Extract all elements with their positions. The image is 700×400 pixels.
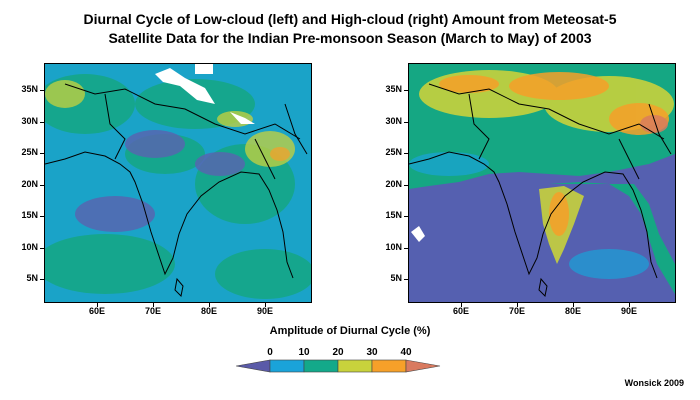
low-cloud-missing-data: [155, 64, 255, 124]
colorbar-tick-label: 30: [366, 347, 378, 358]
colorbar-segment: [337, 359, 373, 373]
low-cloud-lon-tick-mark: [153, 303, 154, 307]
high-cloud-lon-tick-label: 80E: [564, 306, 581, 316]
low-cloud-lat-tick-label: 35N: [21, 84, 38, 94]
colorbar-tick-label: 10: [298, 347, 310, 358]
low-cloud-lat-tick-label: 25N: [21, 147, 38, 157]
high-cloud-lon-tick-mark: [629, 303, 630, 307]
colorbar-segment: [236, 359, 271, 373]
low-cloud-lat-tick-mark: [40, 184, 44, 186]
low-cloud-lat-tick-mark: [40, 153, 44, 154]
low-cloud-lon-tick-mark: [265, 303, 266, 307]
high-cloud-lat-tick-label: 25N: [385, 147, 402, 157]
high-cloud-cyan-areas: [409, 152, 649, 279]
low-cloud-map: [44, 63, 312, 303]
high-cloud-coastlines: [409, 83, 672, 298]
low-cloud-lon-tick-label: 90E: [256, 306, 273, 316]
high-cloud-lat-tick-label: 35N: [385, 84, 402, 94]
low-cloud-lat-tick-label: 30N: [21, 115, 38, 126]
colorbar-segment: [303, 359, 339, 373]
colorbar-label: Amplitude of Diurnal Cycle (%): [269, 325, 431, 337]
high-cloud-lon-tick-mark: [573, 303, 574, 307]
high-cloud-lat-tick-mark: [404, 279, 408, 280]
low-cloud-lat-tick-mark: [40, 216, 44, 217]
low-cloud-green-areas: [45, 74, 311, 299]
high-cloud-lon-tick-label: 70E: [508, 306, 525, 316]
colorbar-segment: [269, 359, 305, 373]
colorbar-tick-label: 40: [400, 347, 412, 358]
title-line-2: Satellite Data for the Indian Pre-monsoo…: [108, 30, 592, 46]
high-cloud-lat-tick-label: 10N: [385, 241, 402, 252]
colorbar-tick-label: 20: [332, 347, 344, 358]
high-cloud-lon-tick-label: 60E: [452, 306, 469, 316]
colorbar-segment: [371, 359, 407, 373]
high-cloud-lat-tick-mark: [404, 153, 408, 154]
high-cloud-lat-tick-mark: [404, 216, 408, 217]
low-cloud-lon-tick-mark: [209, 303, 210, 307]
high-cloud-missing-data: [411, 226, 425, 242]
low-cloud-lat-tick-label: 20N: [21, 178, 38, 189]
low-cloud-lat-tick-mark: [40, 90, 44, 91]
high-cloud-lat-tick-mark: [404, 184, 408, 186]
high-cloud-lat-tick-label: 30N: [385, 115, 402, 126]
low-cloud-lat-tick-mark: [40, 121, 44, 123]
high-cloud-lat-tick-label: 20N: [385, 178, 402, 189]
high-cloud-lon-tick-label: 90E: [620, 306, 637, 316]
low-cloud-lon-tick-label: 80E: [200, 306, 217, 316]
high-cloud-lat-tick-label: 15N: [385, 210, 402, 220]
colorbar-tick-label: 0: [267, 347, 273, 358]
low-cloud-lon-tick-label: 70E: [144, 306, 161, 316]
high-cloud-map: [408, 63, 676, 303]
low-cloud-lat-tick-label: 15N: [21, 210, 38, 220]
credit-text: Wonsick 2009: [624, 378, 684, 388]
low-cloud-lon-tick-label: 60E: [88, 306, 105, 316]
low-cloud-lat-tick-label: 10N: [21, 241, 38, 252]
high-cloud-lon-tick-mark: [461, 303, 462, 307]
high-cloud-map-image: [409, 64, 675, 302]
low-cloud-lon-tick-mark: [97, 303, 98, 307]
title-line-1: Diurnal Cycle of Low-cloud (left) and Hi…: [83, 11, 617, 27]
low-cloud-lat-tick-mark: [40, 247, 44, 249]
low-cloud-coastlines: [45, 83, 308, 298]
low-cloud-lat-tick-label: 5N: [26, 273, 38, 283]
high-cloud-lon-tick-mark: [517, 303, 518, 307]
low-cloud-lat-tick-mark: [40, 279, 44, 280]
low-cloud-orange-areas: [270, 147, 290, 161]
high-cloud-lat-tick-mark: [404, 90, 408, 91]
high-cloud-lat-tick-mark: [404, 121, 408, 123]
low-cloud-map-image: [45, 64, 311, 302]
colorbar-segment: [405, 359, 441, 373]
high-cloud-orange-areas: [439, 72, 669, 236]
colorbar: [236, 359, 441, 373]
figure-title: Diurnal Cycle of Low-cloud (left) and Hi…: [0, 10, 700, 48]
high-cloud-lat-tick-label: 5N: [390, 273, 402, 283]
high-cloud-lat-tick-mark: [404, 247, 408, 249]
low-cloud-blue-areas: [75, 130, 245, 232]
